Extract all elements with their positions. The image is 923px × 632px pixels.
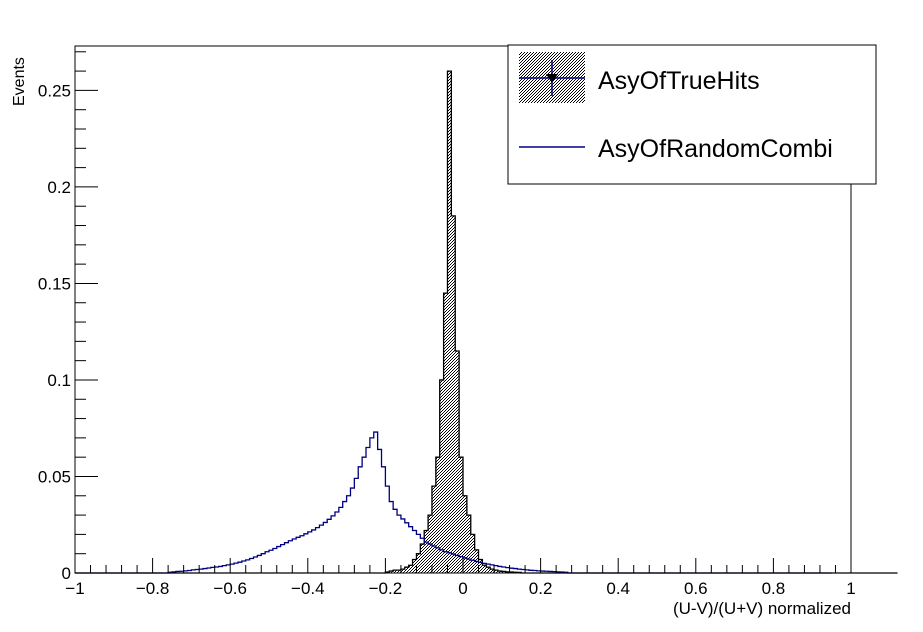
histogram-bin-true-hits (397, 570, 401, 573)
histogram-bin-true-hits (451, 215, 456, 573)
histogram-bin-true-hits (501, 571, 506, 573)
histogram-bin-true-hits (470, 534, 475, 573)
histogram-bin-true-hits (393, 570, 398, 573)
histogram-bin-true-hits (404, 567, 409, 573)
histogram-bin-true-hits (431, 486, 436, 573)
y-tick-label: 0.25 (38, 81, 71, 100)
legend-label-true-hits: AsyOfTrueHits (598, 67, 760, 95)
x-tick-label: 0.6 (684, 579, 708, 598)
histogram-bin-true-hits (389, 571, 394, 573)
y-axis-ticks: 0 0.05 0.1 0.15 0.2 0.25 (38, 51, 98, 583)
histogram-bin-true-hits (416, 553, 421, 573)
histogram-bin-true-hits (497, 571, 502, 573)
y-tick-label: 0 (62, 564, 71, 583)
y-tick-label: 0.05 (38, 467, 71, 486)
histogram-bin-true-hits (478, 559, 483, 573)
histogram-bin-true-hits (466, 515, 471, 573)
histogram-bin-true-hits (482, 565, 487, 573)
histogram-bin-true-hits (400, 569, 405, 573)
x-tick-label: 0.4 (606, 579, 630, 598)
x-tick-label: 0.2 (529, 579, 553, 598)
histogram-bin-true-hits (435, 457, 440, 573)
histogram-bin-true-hits (408, 565, 413, 573)
x-axis-label: (U-V)/(U+V) normalized (673, 599, 851, 618)
histogram-bin-true-hits (463, 495, 467, 573)
x-tick-label: −0.8 (136, 579, 170, 598)
x-tick-label: −1 (65, 579, 84, 598)
legend-marker-triangle-icon (546, 74, 558, 83)
legend: AsyOfTrueHits AsyOfRandomCombi (507, 44, 877, 185)
y-tick-label: 0.1 (47, 371, 71, 390)
legend-label-random-combi: AsyOfRandomCombi (598, 135, 833, 163)
histogram-bin-true-hits (494, 570, 498, 573)
y-tick-label: 0.2 (47, 178, 71, 197)
x-tick-label: 0 (458, 579, 467, 598)
histogram-bin-true-hits (439, 379, 444, 573)
histogram-bin-true-hits (443, 293, 448, 573)
histogram-bin-true-hits (424, 530, 429, 573)
x-tick-label: −0.4 (291, 579, 325, 598)
x-tick-label: −0.2 (369, 579, 403, 598)
histogram-bin-true-hits (486, 567, 491, 573)
histogram-bin-true-hits (420, 544, 425, 573)
y-tick-label: 0.15 (38, 274, 71, 293)
y-axis-label: Events (11, 57, 28, 106)
histogram-bin-true-hits (455, 351, 460, 573)
histogram-bin-true-hits (459, 457, 463, 573)
histogram-bin-true-hits (490, 569, 495, 573)
histogram-bin-true-hits (447, 71, 452, 573)
histogram-bin-true-hits (412, 559, 417, 573)
x-tick-label: 0.8 (762, 579, 786, 598)
x-tick-label: −0.6 (213, 579, 247, 598)
x-axis-ticks: −1 −0.8 −0.6 −0.4 −0.2 0 0.2 0.4 0.6 0.8 1 (65, 558, 856, 598)
x-tick-label: 1 (846, 579, 855, 598)
